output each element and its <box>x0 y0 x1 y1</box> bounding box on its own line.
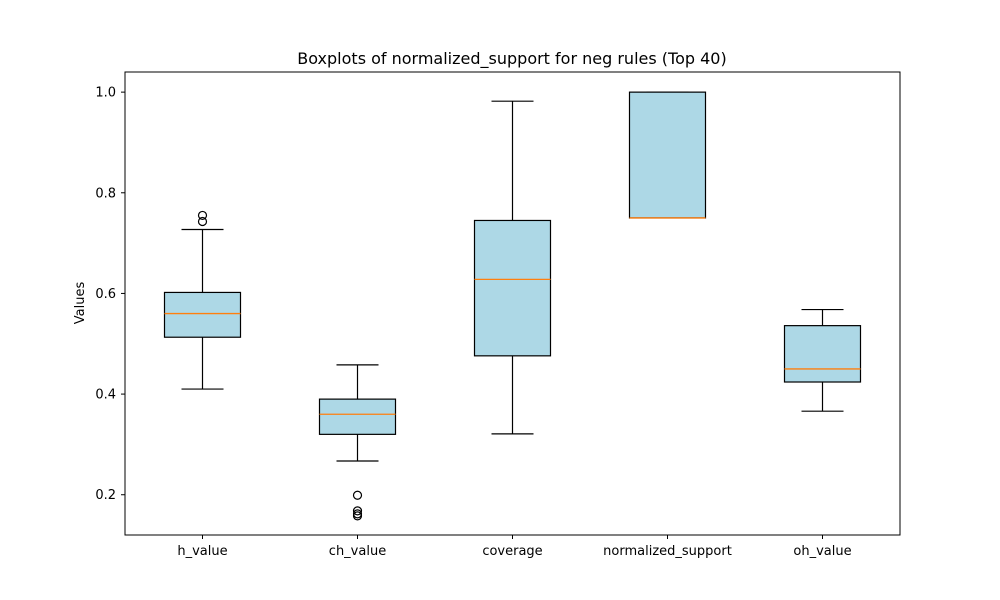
x-tick-label: normalized_support <box>603 544 732 559</box>
outlier-h-value-1 <box>197 210 208 221</box>
x-tick-label: coverage <box>482 544 542 559</box>
box-normalized-support <box>628 91 707 219</box>
box-coverage <box>473 219 552 357</box>
y-tick-label: 0.8 <box>95 186 116 201</box>
y-tick-label: 0.4 <box>95 388 116 403</box>
y-tick-label: 0.2 <box>95 488 116 503</box>
y-tick-label: 0.6 <box>95 287 116 302</box>
y-axis-label: Values <box>73 282 88 325</box>
outlier-ch-value-0 <box>352 490 363 500</box>
outlier-ch-value-3 <box>352 511 363 521</box>
box-oh-value <box>783 325 862 383</box>
chart-title: Boxplots of normalized_support for neg r… <box>297 49 726 69</box>
x-tick-label: oh_value <box>793 544 851 559</box>
x-tick-label: h_value <box>177 544 227 559</box>
outlier-ch-value-1 <box>352 506 363 516</box>
y-tick-label: 1.0 <box>95 86 116 101</box>
x-tick-label: ch_value <box>329 544 386 559</box>
box-h-value <box>163 291 242 338</box>
outlier-h-value-0 <box>197 216 208 227</box>
box-ch-value <box>318 398 397 435</box>
plot-area: 0.2 0.4 0.6 0.8 1.0 h_value ch_value coverage no… <box>95 71 901 559</box>
